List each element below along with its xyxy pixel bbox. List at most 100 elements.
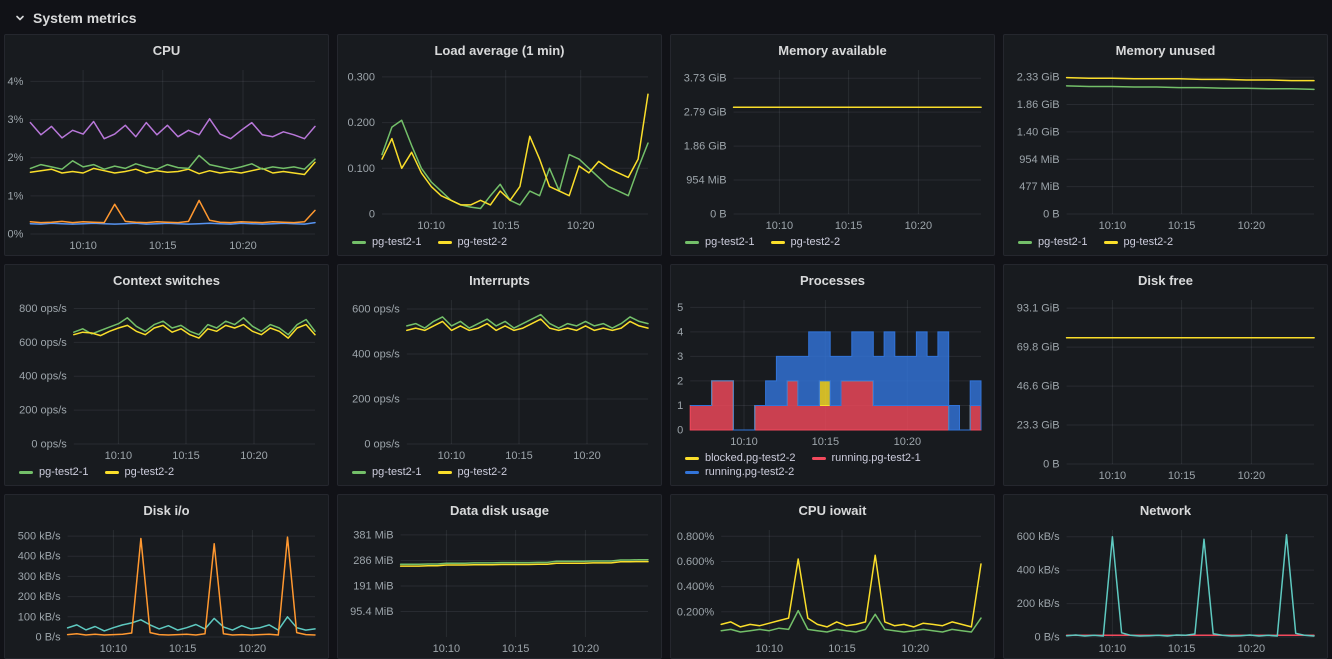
legend-item[interactable]: pg-test2-1 xyxy=(19,466,89,478)
legend-item[interactable]: pg-test2-2 xyxy=(1103,236,1174,248)
svg-text:0.600%: 0.600% xyxy=(677,556,715,568)
chart-canvas[interactable]: 0% 1% 2% 3% 4% 10:10 10:15 10:20 xyxy=(5,61,328,255)
legend-item[interactable]: pg-test2-2 xyxy=(437,236,507,248)
legend-series-label: pg-test2-1 xyxy=(39,466,89,478)
svg-text:954 MiB: 954 MiB xyxy=(1019,154,1059,166)
chart-area[interactable]: 0 B/s 200 kB/s 400 kB/s 600 kB/s 10:10 10:15 1… xyxy=(1004,521,1327,658)
legend-item[interactable]: pg-test2-1 xyxy=(1018,236,1088,248)
svg-text:10:15: 10:15 xyxy=(169,643,197,655)
svg-text:600 ops/s: 600 ops/s xyxy=(19,337,67,349)
panel-title[interactable]: Data disk usage xyxy=(450,503,549,518)
legend: pg-test2-1 pg-test2-2 xyxy=(5,465,328,485)
legend-swatch xyxy=(352,470,366,474)
svg-text:600 ops/s: 600 ops/s xyxy=(352,304,400,316)
svg-text:10:15: 10:15 xyxy=(502,643,530,655)
panel-title[interactable]: Processes xyxy=(799,273,866,288)
svg-text:3.73 GiB: 3.73 GiB xyxy=(684,73,727,85)
chart-area[interactable]: 0 0.100 0.200 0.300 10:10 10:15 10:20 xyxy=(338,61,661,235)
svg-text:10:10: 10:10 xyxy=(730,436,758,448)
svg-text:800 ops/s: 800 ops/s xyxy=(19,303,67,315)
legend: pg-test2-1 pg-test2-2 xyxy=(1004,235,1327,255)
chart-canvas[interactable]: 0 ops/s 200 ops/s 400 ops/s 600 ops/s 800 op… xyxy=(5,291,328,465)
panel-network: Network 0 B/s 200 kB/s 400 kB/s 600 kB/s 10:1… xyxy=(1003,494,1328,659)
svg-text:0 B: 0 B xyxy=(1043,459,1060,471)
chart-area[interactable]: 0 1 2 3 4 5 10:10 10:15 10:20 xyxy=(671,291,994,451)
svg-text:1.86 GiB: 1.86 GiB xyxy=(1017,99,1060,111)
svg-text:0.100: 0.100 xyxy=(347,163,375,175)
panel-title[interactable]: Disk i/o xyxy=(143,503,190,518)
svg-text:3%: 3% xyxy=(7,114,23,126)
panel-title[interactable]: Network xyxy=(1139,503,1192,518)
chart-area[interactable]: 0 ops/s 200 ops/s 400 ops/s 600 ops/s 800 op… xyxy=(5,291,328,465)
svg-text:10:15: 10:15 xyxy=(492,220,520,232)
panel-context-switches: Context switches 0 ops/s 200 ops/s 400 ops/… xyxy=(4,264,329,486)
legend-item[interactable]: pg-test2-2 xyxy=(437,466,507,478)
chart-canvas[interactable]: 0 1 2 3 4 5 10:10 10:15 10:20 xyxy=(671,291,994,451)
chart-canvas[interactable]: 0 B 954 MiB 1.86 GiB 2.79 GiB 3.73 GiB 10:10 1… xyxy=(671,61,994,235)
panel-title[interactable]: Memory available xyxy=(778,43,887,58)
svg-text:10:20: 10:20 xyxy=(572,643,600,655)
chart-area[interactable]: 95.4 MiB 191 MiB 286 MiB 381 MiB 10:10 10:15 1… xyxy=(338,521,661,658)
svg-text:0.800%: 0.800% xyxy=(677,531,715,543)
svg-text:0.400%: 0.400% xyxy=(677,581,715,593)
svg-text:954 MiB: 954 MiB xyxy=(686,175,726,187)
svg-text:400 ops/s: 400 ops/s xyxy=(352,349,400,361)
chart-area[interactable]: 0.200% 0.400% 0.600% 0.800% 10:10 10:15 10:20 xyxy=(671,521,994,658)
svg-text:10:20: 10:20 xyxy=(573,450,601,462)
legend-swatch xyxy=(352,240,366,244)
chart-area[interactable]: 0 B/s 100 kB/s 200 kB/s 300 kB/s 400 kB/s 500… xyxy=(5,521,328,658)
legend-item[interactable]: pg-test2-1 xyxy=(352,466,422,478)
panel-title[interactable]: Interrupts xyxy=(469,273,530,288)
svg-text:1%: 1% xyxy=(7,190,23,202)
svg-text:400 kB/s: 400 kB/s xyxy=(1017,565,1060,577)
legend-item[interactable]: running.pg-test2-1 xyxy=(811,452,921,464)
svg-text:0: 0 xyxy=(369,209,375,221)
chart-area[interactable]: 0 B 954 MiB 1.86 GiB 2.79 GiB 3.73 GiB 10:10 1… xyxy=(671,61,994,235)
panel-title[interactable]: Disk free xyxy=(1138,273,1193,288)
chart-area[interactable]: 0% 1% 2% 3% 4% 10:10 10:15 10:20 xyxy=(5,61,328,255)
svg-text:1.40 GiB: 1.40 GiB xyxy=(1017,126,1060,138)
svg-text:191 MiB: 191 MiB xyxy=(353,581,393,593)
panel-title[interactable]: CPU iowait xyxy=(798,503,867,518)
chart-canvas[interactable]: 0 0.100 0.200 0.300 10:10 10:15 10:20 xyxy=(338,61,661,235)
svg-text:600 kB/s: 600 kB/s xyxy=(1017,531,1060,543)
legend-item[interactable]: running.pg-test2-2 xyxy=(685,466,794,478)
legend-item[interactable]: pg-test2-2 xyxy=(770,236,840,248)
svg-text:0 ops/s: 0 ops/s xyxy=(31,439,67,451)
svg-text:2.33 GiB: 2.33 GiB xyxy=(1017,72,1060,84)
chart-canvas[interactable]: 95.4 MiB 191 MiB 286 MiB 381 MiB 10:10 10:15 1… xyxy=(338,521,661,658)
svg-text:0 ops/s: 0 ops/s xyxy=(364,439,400,451)
svg-text:200 kB/s: 200 kB/s xyxy=(18,591,61,603)
chart-area[interactable]: 0 B 477 MiB 954 MiB 1.40 GiB 1.86 GiB 2.33 Gi… xyxy=(1004,61,1327,235)
chart-area[interactable]: 0 B 23.3 GiB 46.6 GiB 69.8 GiB 93.1 GiB 10:10… xyxy=(1004,291,1327,485)
legend-item[interactable]: blocked.pg-test2-2 xyxy=(685,452,796,464)
panel-title[interactable]: Load average (1 min) xyxy=(434,43,565,58)
legend: pg-test2-1 pg-test2-2 xyxy=(338,465,661,485)
legend-swatch xyxy=(437,470,452,474)
chart-canvas[interactable]: 0 B 23.3 GiB 46.6 GiB 69.8 GiB 93.1 GiB 10:10… xyxy=(1004,291,1327,485)
legend-item[interactable]: pg-test2-2 xyxy=(104,466,174,478)
svg-text:2: 2 xyxy=(677,375,683,387)
chart-canvas[interactable]: 0 ops/s 200 ops/s 400 ops/s 600 ops/s 10:10 1… xyxy=(338,291,661,465)
svg-text:93.1 GiB: 93.1 GiB xyxy=(1017,303,1060,315)
panel-grid: CPU 0% 1% 2% 3% 4% 10:10 10:15 10:20 Load average… xyxy=(0,34,1332,659)
svg-text:10:10: 10:10 xyxy=(100,643,128,655)
legend: blocked.pg-test2-2 running.pg-test2-1 runn… xyxy=(671,451,994,485)
panel-title[interactable]: CPU xyxy=(152,43,181,58)
legend-swatch xyxy=(437,240,452,244)
panel-title[interactable]: Memory unused xyxy=(1115,43,1216,58)
svg-text:10:10: 10:10 xyxy=(1099,643,1127,655)
svg-text:46.6 GiB: 46.6 GiB xyxy=(1017,381,1060,393)
chart-canvas[interactable]: 0 B/s 100 kB/s 200 kB/s 300 kB/s 400 kB/s 500… xyxy=(5,521,328,658)
dashboard-row-header[interactable]: System metrics xyxy=(0,0,1332,34)
legend-item[interactable]: pg-test2-1 xyxy=(352,236,422,248)
legend: pg-test2-1 pg-test2-2 xyxy=(338,235,661,255)
chart-canvas[interactable]: 0 B/s 200 kB/s 400 kB/s 600 kB/s 10:10 10:15 1… xyxy=(1004,521,1327,658)
panel-title[interactable]: Context switches xyxy=(113,273,220,288)
legend-series-label: pg-test2-1 xyxy=(372,236,422,248)
legend-item[interactable]: pg-test2-1 xyxy=(685,236,755,248)
legend-series-label: pg-test2-2 xyxy=(1123,236,1174,248)
chart-canvas[interactable]: 0.200% 0.400% 0.600% 0.800% 10:10 10:15 10:20 xyxy=(671,521,994,658)
chart-area[interactable]: 0 ops/s 200 ops/s 400 ops/s 600 ops/s 10:10 1… xyxy=(338,291,661,465)
chart-canvas[interactable]: 0 B 477 MiB 954 MiB 1.40 GiB 1.86 GiB 2.33 Gi… xyxy=(1004,61,1327,235)
